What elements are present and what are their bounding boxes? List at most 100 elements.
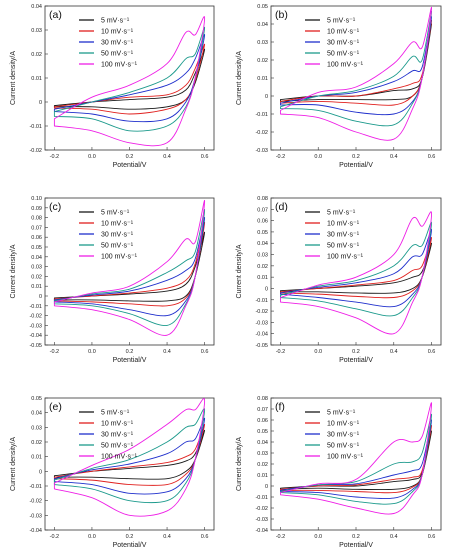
x-tick-label: 0.4 (390, 154, 398, 160)
y-tick-label: 0.05 (31, 396, 42, 402)
legend-entry-label: 5 mV·s⁻¹ (101, 17, 130, 24)
series-line-5 (279, 211, 433, 335)
legend-entry-label: 50 mV·s⁻¹ (327, 242, 360, 249)
curves (279, 211, 433, 335)
x-tick-label: 0.2 (352, 349, 360, 355)
y-tick-label: -0.03 (255, 517, 268, 523)
legend-entry-label: 50 mV·s⁻¹ (101, 50, 134, 57)
legend: 5 mV·s⁻¹ 10 mV·s⁻¹ 30 mV·s⁻¹ 50 mV·s⁻¹ 100 m… (305, 209, 364, 260)
legend: 5 mV·s⁻¹ 10 mV·s⁻¹ 30 mV·s⁻¹ 50 mV·s⁻¹ 100 m… (305, 17, 364, 68)
x-tick-label: 0.2 (126, 154, 134, 160)
y-tick-label: 0 (265, 286, 268, 292)
x-axis-label: Potential/V (113, 162, 147, 169)
y-tick-label: -0.03 (255, 320, 268, 326)
y-tick-label: 0.03 (31, 265, 42, 271)
series-line-1 (53, 48, 206, 110)
series-line-4 (279, 221, 433, 317)
x-tick-label: 0.4 (390, 349, 398, 355)
legend-entry-label: 100 mV·s⁻¹ (101, 253, 138, 260)
y-tick-label: 0.01 (257, 76, 268, 82)
legend-entry-label: 10 mV·s⁻¹ (101, 220, 134, 227)
panel-f: -0.04 -0.03 -0.02 -0.01 0 0.01 0.02 0.03 0.04 0.0… (236, 396, 442, 549)
legend-entry-label: 5 mV·s⁻¹ (327, 209, 356, 216)
y-tick-label: 0 (39, 100, 42, 106)
x-tick-label: 0.0 (88, 349, 96, 355)
y-tick-label: 0.10 (31, 196, 42, 202)
y-tick-label: 0.06 (31, 235, 42, 241)
series-line-5 (53, 398, 206, 517)
panel-a: -0.02 -0.01 0 0.01 0.02 0.03 0.04 -0.2 0.0 0.2 0.4… (10, 4, 215, 169)
y-tick-label: 0.05 (257, 230, 268, 236)
y-tick-label: -0.04 (29, 528, 42, 534)
panel-label: (c) (49, 201, 61, 213)
y-tick-label: -0.04 (255, 528, 268, 534)
legend-entry-label: 30 mV·s⁻¹ (327, 231, 360, 238)
y-axis-label: Current density/A (236, 437, 243, 491)
y-tick-label: 0.01 (257, 473, 268, 479)
legend-entry-label: 5 mV·s⁻¹ (101, 409, 130, 416)
y-tick-label: 0.05 (257, 4, 268, 10)
y-tick-label: 0.06 (257, 219, 268, 225)
series-line-2 (279, 425, 433, 494)
y-axis-label: Current density/A (236, 244, 243, 298)
legend-entry-label: 5 mV·s⁻¹ (101, 209, 130, 216)
series-line-1 (279, 242, 433, 294)
x-tick-label: 0.6 (428, 534, 436, 540)
y-tick-label: 0.03 (257, 451, 268, 457)
x-tick-label: 0.6 (201, 349, 209, 355)
y-tick-label: 0.03 (257, 40, 268, 46)
y-tick-label: -0.01 (29, 484, 42, 490)
y-axis-label: Current density/A (236, 51, 243, 105)
x-tick-label: 0.6 (428, 349, 436, 355)
series-line-2 (53, 423, 206, 486)
series-line-2 (279, 237, 433, 299)
panel-label: (a) (49, 9, 62, 21)
series-line-3 (53, 217, 206, 317)
x-tick-label: 0.2 (126, 349, 134, 355)
y-tick-label: 0.01 (31, 284, 42, 290)
x-tick-label: 0.2 (352, 154, 360, 160)
legend-entry-label: 10 mV·s⁻¹ (327, 220, 360, 227)
y-tick-label: 0.04 (31, 411, 42, 417)
y-tick-label: 0.08 (31, 216, 42, 222)
legend-entry-label: 5 mV·s⁻¹ (327, 409, 356, 416)
y-tick-label: 0 (39, 469, 42, 475)
x-tick-label: -0.2 (276, 349, 285, 355)
curves (53, 16, 206, 147)
y-tick-label: -0.03 (29, 513, 42, 519)
x-tick-label: 0.0 (88, 534, 96, 540)
y-tick-label: -0.01 (255, 298, 268, 304)
legend-entry-label: 10 mV·s⁻¹ (327, 420, 360, 427)
series-line-3 (279, 419, 433, 500)
x-tick-label: 0.0 (88, 154, 96, 160)
legend-entry-label: 30 mV·s⁻¹ (327, 39, 360, 46)
y-tick-label: 0.07 (31, 225, 42, 231)
series-line-4 (279, 414, 433, 505)
x-tick-label: 0.0 (314, 154, 322, 160)
legend: 5 mV·s⁻¹ 10 mV·s⁻¹ 30 mV·s⁻¹ 50 mV·s⁻¹ 100 m… (305, 409, 364, 460)
y-tick-label: -0.05 (29, 343, 42, 349)
series-line-2 (53, 222, 206, 307)
y-tick-label: 0.04 (257, 241, 268, 247)
series-line-1 (53, 231, 206, 302)
y-tick-label: 0.09 (31, 206, 42, 212)
curves (279, 402, 433, 515)
series-line-4 (53, 209, 206, 326)
x-tick-label: 0.2 (126, 534, 134, 540)
y-tick-label: -0.04 (29, 333, 42, 339)
y-axis-label: Current density/A (10, 437, 17, 491)
y-tick-label: -0.05 (255, 343, 268, 349)
y-tick-label: 0.05 (257, 429, 268, 435)
y-tick-label: 0.01 (31, 455, 42, 461)
y-tick-label: -0.02 (29, 148, 42, 154)
series-line-5 (279, 7, 433, 141)
y-tick-label: -0.01 (29, 304, 42, 310)
legend-entry-label: 50 mV·s⁻¹ (327, 50, 360, 57)
legend: 5 mV·s⁻¹ 10 mV·s⁻¹ 30 mV·s⁻¹ 50 mV·s⁻¹ 100 m… (79, 17, 138, 68)
x-tick-label: 0.4 (163, 349, 171, 355)
x-tick-label: 0.4 (390, 534, 398, 540)
y-tick-label: 0.08 (257, 396, 268, 402)
y-tick-label: 0.08 (257, 196, 268, 202)
y-tick-label: 0.01 (257, 275, 268, 281)
y-tick-label: 0.02 (257, 462, 268, 468)
